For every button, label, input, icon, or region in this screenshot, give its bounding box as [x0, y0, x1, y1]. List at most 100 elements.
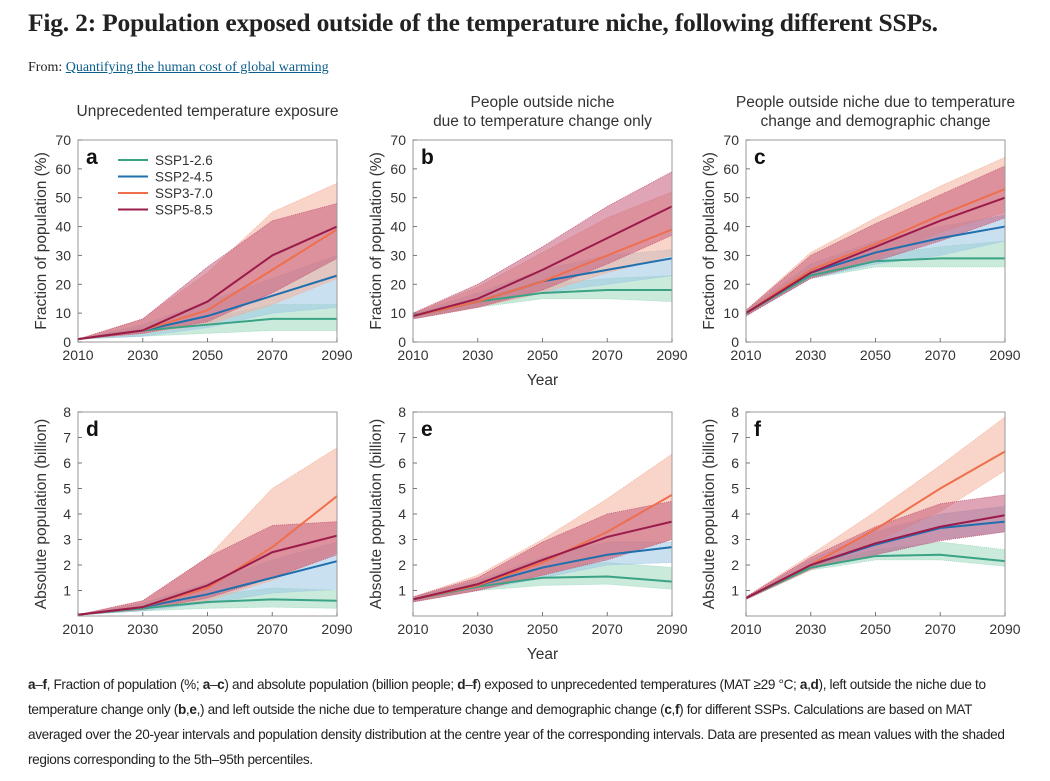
legend-label: SSP5-8.5	[155, 203, 213, 218]
legend-label: SSP2-4.5	[155, 170, 213, 185]
y-tick-label: 40	[390, 219, 406, 235]
y-tick-label: 30	[55, 247, 71, 263]
x-tick-label: 2070	[257, 621, 288, 637]
caption-text: ), left outside the niche due to tempera…	[28, 677, 986, 717]
y-tick-label: 50	[390, 190, 406, 206]
y-tick-label: 40	[723, 219, 739, 235]
y-axis-label: Fraction of population (%)	[368, 152, 385, 329]
caption-panel-ref: a	[799, 677, 808, 692]
from-label: From:	[28, 60, 63, 75]
panel-letter: a	[86, 146, 98, 169]
y-tick-label: 4	[63, 506, 71, 522]
y-axis-label: Fraction of population (%)	[701, 152, 718, 329]
y-tick-label: 60	[55, 161, 71, 177]
y-tick-label: 50	[55, 190, 71, 206]
x-tick-label: 2010	[730, 347, 761, 363]
x-tick-label: 2030	[795, 347, 826, 363]
y-tick-label: 70	[390, 132, 406, 148]
source-line: From: Quantifying the human cost of glob…	[28, 60, 329, 76]
line-ssp1-2.6	[745, 553, 1006, 600]
x-tick-label: 2050	[192, 347, 223, 363]
caption-text: ) for different SSPs. Calculations are b…	[28, 702, 1005, 767]
line-ssp5-8.5	[745, 514, 1006, 600]
legend-label: SSP1-2.6	[155, 153, 213, 168]
x-tick-label: 2050	[192, 621, 223, 637]
x-tick-label: 2050	[860, 621, 891, 637]
panel-letter: b	[421, 146, 434, 169]
panel-title: Unprecedented temperature exposure	[77, 103, 339, 120]
y-tick-label: 0	[63, 334, 71, 350]
caption-text: –	[35, 677, 43, 692]
x-tick-label: 2090	[656, 621, 687, 637]
y-tick-label: 6	[731, 455, 739, 471]
line-ssp1-2.6	[745, 257, 1005, 315]
y-tick-label: 4	[398, 506, 406, 522]
x-tick-label: 2010	[62, 621, 93, 637]
caption-panel-ref: f	[674, 702, 680, 717]
y-tick-label: 2	[398, 557, 406, 573]
panel-f: 2010 2030 2050 2070 2090 1 2 3 4 5 6 7 8 Absolute pop…	[701, 404, 1021, 637]
x-tick-label: 2090	[989, 621, 1020, 637]
y-tick-label: 10	[723, 305, 739, 321]
x-tick-label: 2030	[127, 621, 158, 637]
panel-title: change and demographic change	[760, 113, 990, 130]
caption-panel-ref: b	[177, 702, 186, 717]
legend-label: SSP3-7.0	[155, 186, 213, 201]
x-tick-label: 2070	[257, 347, 288, 363]
panel-d: 2010 2030 2050 2070 2090 1 2 3 4 5 6 7 8 Absolute pop…	[33, 404, 353, 637]
x-tick-label: 2030	[795, 621, 826, 637]
y-tick-label: 1	[398, 583, 406, 599]
caption-text: ,	[185, 702, 190, 717]
y-tick-label: 7	[731, 430, 739, 446]
y-tick-label: 1	[63, 583, 71, 599]
line-ssp3-7.0	[412, 228, 673, 318]
caption-text: , Fraction of population (%;	[46, 677, 203, 692]
caption-text: ,) and left outside the niche due to tem…	[196, 702, 665, 717]
y-tick-label: 30	[390, 247, 406, 263]
x-tick-label: 2010	[397, 347, 428, 363]
source-article-link[interactable]: Quantifying the human cost of global war…	[65, 60, 329, 75]
x-tick-label: 2050	[527, 347, 558, 363]
y-tick-label: 3	[63, 532, 71, 548]
x-tick-label: 2070	[592, 621, 623, 637]
y-tick-label: 1	[731, 583, 739, 599]
x-tick-label: 2010	[730, 621, 761, 637]
panel-letter: e	[421, 418, 433, 441]
caption-text: ,	[807, 677, 811, 692]
x-tick-label: 2010	[397, 621, 428, 637]
x-tick-label: 2090	[989, 347, 1020, 363]
x-tick-label: 2090	[321, 347, 352, 363]
y-tick-label: 20	[55, 276, 71, 292]
figure-caption: a–f, Fraction of population (%; a–c) and…	[28, 672, 1018, 772]
x-tick-label: 2070	[925, 347, 956, 363]
y-tick-label: 5	[398, 481, 406, 497]
panel-title: People outside niche	[471, 94, 615, 111]
y-tick-label: 60	[390, 161, 406, 177]
y-axis-label: Absolute population (billion)	[33, 419, 50, 609]
line-ssp5-8.5	[77, 225, 338, 341]
caption-text: –	[465, 677, 473, 692]
y-tick-label: 0	[398, 334, 406, 350]
panel-title: due to temperature change only	[433, 113, 652, 130]
y-tick-label: 6	[63, 455, 71, 471]
x-tick-label: 2070	[925, 621, 956, 637]
x-axis-label: Year	[527, 646, 558, 663]
y-tick-label: 7	[398, 430, 406, 446]
line-ssp5-8.5	[745, 196, 1006, 314]
line-ssp5-8.5	[77, 534, 338, 616]
panel-e: 2010 2030 2050 2070 2090 1 2 3 4 5 6 7 8 Absolute pop…	[368, 404, 688, 663]
y-tick-label: 0	[731, 334, 739, 350]
y-tick-label: 8	[731, 404, 739, 420]
x-axis-label: Year	[527, 372, 558, 389]
y-tick-label: 5	[731, 481, 739, 497]
y-tick-label: 8	[398, 404, 406, 420]
x-tick-label: 2030	[462, 347, 493, 363]
y-tick-label: 8	[63, 404, 71, 420]
panel-c: People outside niche due to temperature c…	[701, 94, 1021, 363]
y-tick-label: 20	[390, 276, 406, 292]
y-tick-label: 7	[63, 430, 71, 446]
y-tick-label: 30	[723, 247, 739, 263]
caption-panel-ref: a	[28, 677, 36, 692]
